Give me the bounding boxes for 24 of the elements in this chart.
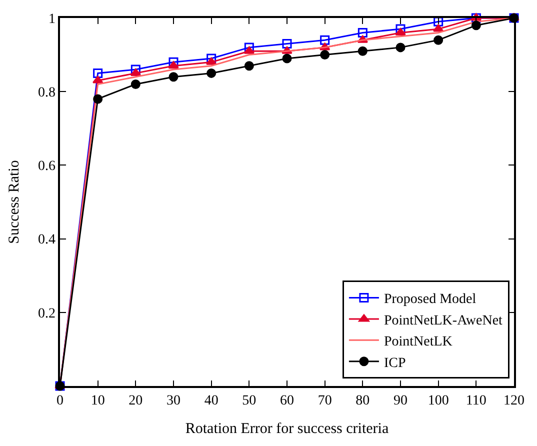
- x-tick-label: 110: [466, 394, 486, 409]
- y-tick-label: 0.4: [38, 232, 56, 248]
- y-tick-label: 0.6: [38, 159, 56, 174]
- x-tick-label: 30: [166, 394, 180, 409]
- x-tick-label: 70: [318, 394, 332, 409]
- x-tick-label: 20: [128, 394, 143, 409]
- legend-label: ICP: [384, 356, 406, 371]
- y-tick-label: 0.8: [38, 86, 56, 100]
- x-tick-label: 50: [242, 394, 256, 409]
- x-tick-label: 10: [90, 394, 105, 409]
- legend-label: PointNetLK: [384, 334, 452, 350]
- x-tick-label: 100: [428, 394, 449, 409]
- legend-label: Proposed Model: [384, 292, 476, 308]
- x-tick-label: 90: [394, 394, 408, 409]
- x-tick-label: 40: [204, 394, 218, 409]
- legend-label: PointNetLK-AweNet: [384, 313, 503, 328]
- x-axis-title: Rotation Error for success criteria: [185, 421, 389, 438]
- x-tick-label: 0: [56, 394, 64, 409]
- y-axis-title: Success Ratio: [6, 160, 23, 244]
- x-tick-label: 80: [356, 394, 370, 409]
- y-tick-label: 1: [48, 12, 56, 27]
- x-tick-label: 60: [280, 394, 294, 409]
- y-tick-label: 0.2: [38, 306, 56, 322]
- x-tick-label: 120: [504, 394, 524, 409]
